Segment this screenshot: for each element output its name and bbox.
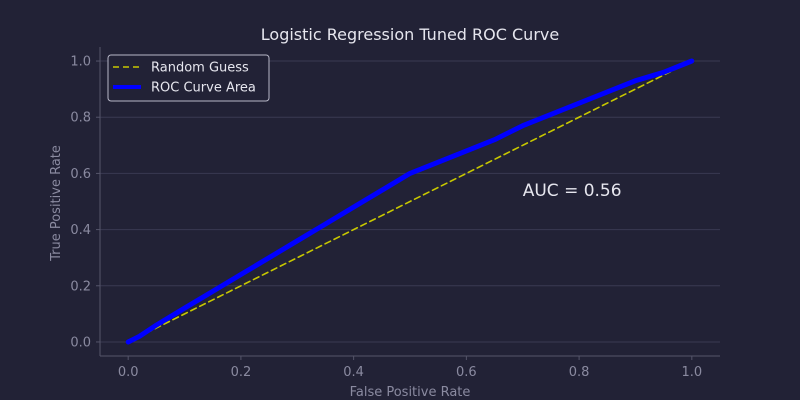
y-tick-label: 0.8 — [70, 111, 91, 126]
chart-title: Logistic Regression Tuned ROC Curve — [261, 25, 559, 44]
y-axis-label: True Positive Rate — [49, 145, 64, 262]
roc-curve-line — [125, 58, 695, 345]
x-tick-label: 1.0 — [681, 365, 702, 380]
legend: Random Guess ROC Curve Area — [107, 54, 270, 102]
series-layer — [125, 58, 695, 345]
legend-label: ROC Curve Area — [151, 81, 256, 96]
y-tick-label: 0.2 — [70, 279, 91, 294]
x-tick-label: 0.4 — [343, 365, 364, 380]
axes: 0.0 0.2 0.4 0.6 0.8 1.0 0.0 0.2 0.4 0.6 0.8 1.0 — [70, 47, 720, 380]
auc-annotation: AUC = 0.56 — [523, 181, 622, 201]
x-tick-label: 0.8 — [569, 365, 590, 380]
y-tick-label: 0.4 — [70, 223, 91, 238]
annotations: AUC = 0.56 — [523, 181, 622, 201]
legend-label: Random Guess — [151, 61, 249, 76]
y-tick-label: 1.0 — [70, 55, 91, 70]
y-tick-label: 0.0 — [70, 335, 91, 350]
x-tick-label: 0.2 — [231, 365, 252, 380]
y-tick-label: 0.6 — [70, 167, 91, 182]
x-tick-label: 0.6 — [456, 365, 477, 380]
random-guess-line — [127, 60, 693, 343]
x-tick-label: 0.0 — [118, 365, 139, 380]
x-axis-label: False Positive Rate — [350, 385, 471, 400]
legend-box — [107, 54, 270, 102]
